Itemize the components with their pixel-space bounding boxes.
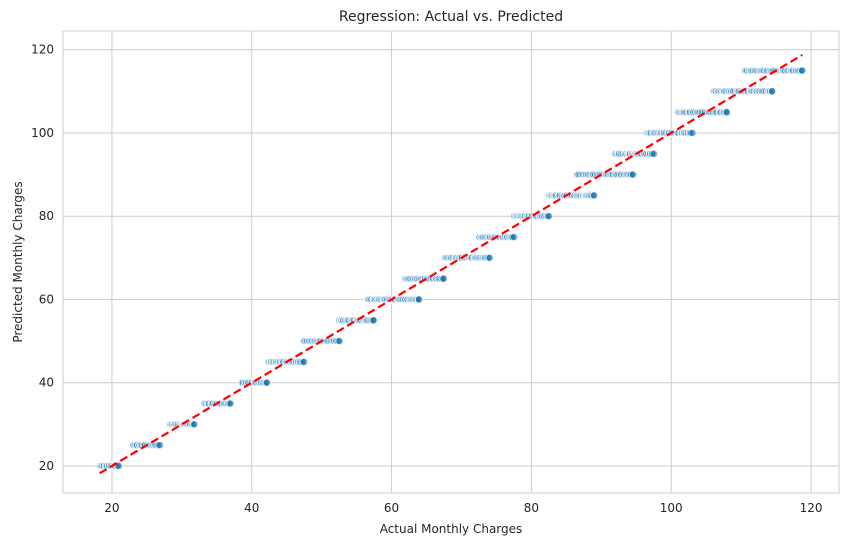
y-tick-label: 40 <box>39 376 54 390</box>
data-point <box>629 170 637 179</box>
x-tick-label: 60 <box>384 501 399 515</box>
data-point <box>415 295 423 304</box>
x-tick-label: 40 <box>244 501 259 515</box>
chart-title: Regression: Actual vs. Predicted <box>339 9 563 25</box>
data-point <box>722 108 731 117</box>
x-axis-ticks: 20 40 60 80 100 120 <box>104 501 822 515</box>
x-tick-label: 120 <box>800 501 823 515</box>
x-tick-label: 100 <box>660 501 683 515</box>
data-point <box>190 420 199 429</box>
y-tick-label: 100 <box>31 126 54 140</box>
data-point <box>650 149 659 158</box>
reference-line <box>99 53 803 475</box>
x-tick-label: 20 <box>104 501 119 515</box>
data-point <box>510 233 519 241</box>
data-point <box>590 191 599 200</box>
reference-line-group <box>99 53 803 475</box>
data-point <box>545 212 553 221</box>
x-gridlines <box>111 31 812 493</box>
y-tick-label: 120 <box>31 43 54 57</box>
plot-area <box>62 30 840 494</box>
data-point <box>226 399 235 408</box>
data-point <box>263 378 271 387</box>
x-tick-label: 80 <box>524 501 539 515</box>
y-gridlines <box>63 49 839 467</box>
y-tick-label: 60 <box>39 292 54 306</box>
y-axis-label: Predicted Monthly Charges <box>11 181 25 342</box>
y-tick-label: 20 <box>39 459 54 473</box>
data-point <box>300 357 308 366</box>
data-points <box>95 66 807 470</box>
data-point <box>798 66 807 75</box>
x-axis-label: Actual Monthly Charges <box>380 522 523 536</box>
data-point <box>688 129 697 137</box>
data-point <box>369 316 378 325</box>
data-point <box>335 337 344 345</box>
y-axis-ticks: 20 40 60 80 100 120 <box>31 43 54 473</box>
data-point <box>768 87 777 96</box>
y-tick-label: 80 <box>39 209 54 223</box>
data-point <box>156 441 164 450</box>
data-point <box>485 253 494 262</box>
data-point <box>439 274 448 283</box>
